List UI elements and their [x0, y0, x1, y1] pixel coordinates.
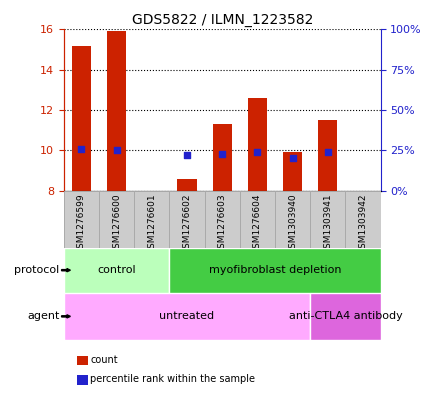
Point: [254, 149, 261, 155]
Bar: [240, 191, 275, 248]
Bar: [169, 248, 381, 293]
Bar: [72, 46, 91, 191]
Bar: [134, 191, 169, 248]
Text: GSM1303940: GSM1303940: [288, 193, 297, 254]
Bar: [64, 293, 310, 340]
Text: GSM1276599: GSM1276599: [77, 193, 86, 254]
Text: myofibroblast depletion: myofibroblast depletion: [209, 265, 341, 275]
Bar: [64, 248, 169, 293]
Text: percentile rank within the sample: percentile rank within the sample: [90, 374, 255, 384]
Text: GSM1276600: GSM1276600: [112, 193, 121, 254]
Title: GDS5822 / ILMN_1223582: GDS5822 / ILMN_1223582: [132, 13, 313, 27]
Text: protocol: protocol: [14, 265, 59, 275]
Point: [183, 152, 191, 158]
Bar: [99, 191, 134, 248]
Text: agent: agent: [27, 311, 59, 321]
Bar: [310, 293, 381, 340]
Text: count: count: [90, 354, 118, 365]
Text: GSM1276601: GSM1276601: [147, 193, 156, 254]
Text: GSM1303941: GSM1303941: [323, 193, 332, 254]
Bar: [275, 191, 310, 248]
Text: GSM1276602: GSM1276602: [183, 193, 191, 254]
Text: GSM1303942: GSM1303942: [359, 193, 367, 254]
Text: GSM1276603: GSM1276603: [218, 193, 227, 254]
Text: anti-CTLA4 antibody: anti-CTLA4 antibody: [289, 311, 402, 321]
Bar: [248, 98, 267, 191]
Bar: [310, 191, 345, 248]
Point: [289, 155, 296, 162]
Bar: [213, 124, 232, 191]
Bar: [345, 191, 381, 248]
Point: [324, 149, 331, 155]
Bar: [318, 120, 337, 191]
Text: GSM1276604: GSM1276604: [253, 193, 262, 254]
Bar: [283, 152, 302, 191]
Text: control: control: [97, 265, 136, 275]
Text: untreated: untreated: [159, 311, 215, 321]
Bar: [64, 191, 99, 248]
Bar: [169, 191, 205, 248]
Point: [113, 147, 120, 153]
Bar: [205, 191, 240, 248]
Bar: [107, 31, 126, 191]
Point: [78, 145, 85, 152]
Point: [219, 151, 226, 157]
Bar: [177, 178, 197, 191]
